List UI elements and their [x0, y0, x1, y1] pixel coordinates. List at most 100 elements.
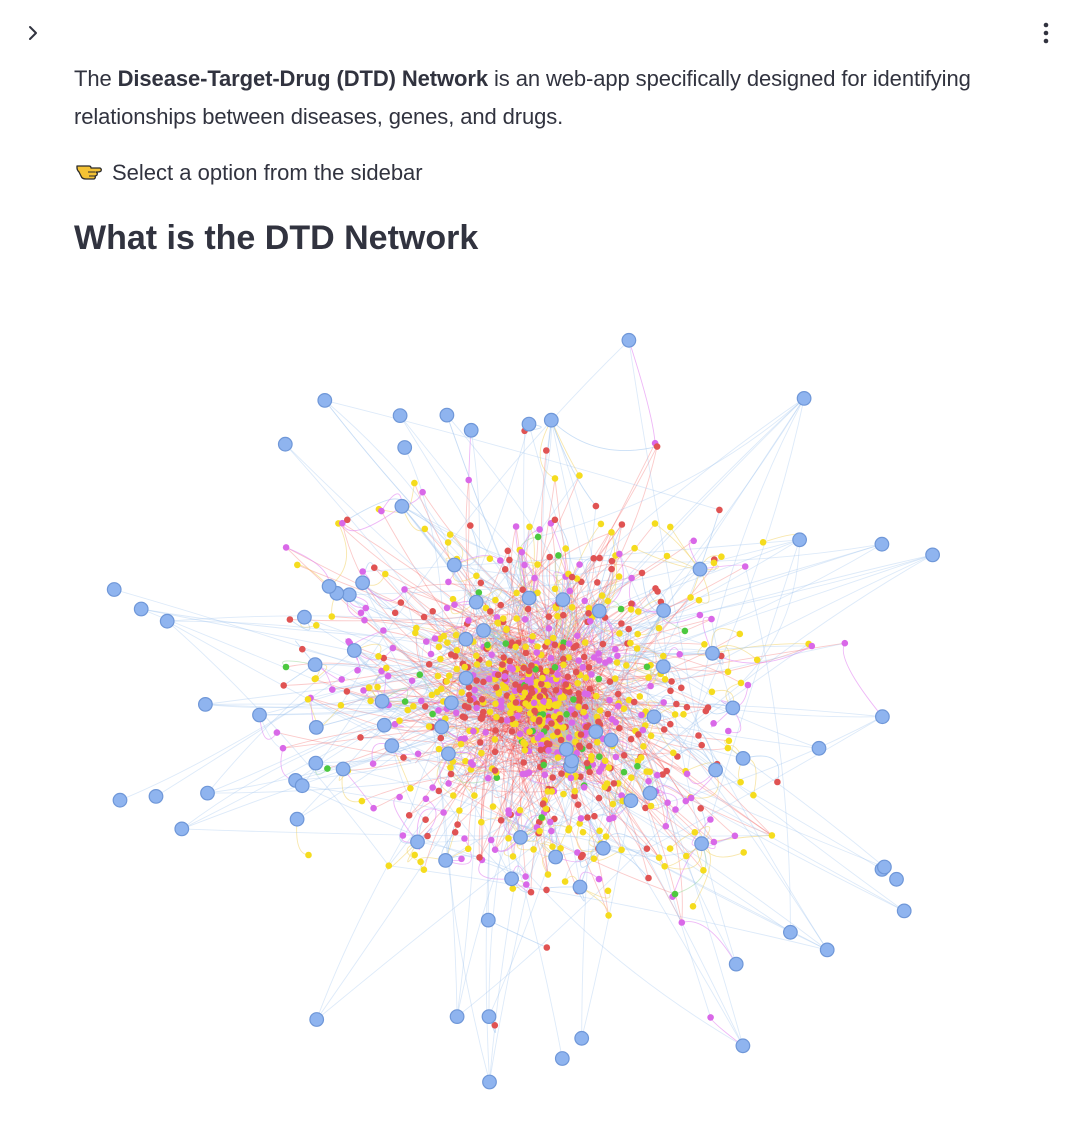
network-node	[604, 597, 612, 605]
network-edge	[589, 620, 713, 655]
network-node	[516, 730, 524, 738]
network-node	[521, 746, 529, 754]
network-node	[581, 690, 589, 697]
network-node	[487, 836, 495, 844]
network-node	[479, 712, 486, 720]
network-node	[808, 642, 816, 650]
network-node	[580, 708, 587, 716]
network-node	[554, 728, 561, 736]
network-edge	[712, 643, 809, 654]
network-hub-node	[877, 859, 892, 875]
network-node	[473, 661, 481, 668]
network-node	[440, 809, 447, 816]
network-edge	[517, 536, 539, 599]
network-node	[599, 640, 607, 648]
network-node	[628, 600, 635, 607]
network-edge	[488, 718, 534, 1017]
network-node	[525, 693, 533, 700]
network-node	[631, 544, 638, 552]
network-node	[536, 827, 543, 835]
network-node	[400, 754, 407, 761]
network-node	[588, 671, 595, 678]
network-node	[550, 713, 558, 720]
network-node	[506, 556, 513, 564]
network-node	[447, 770, 455, 778]
network-edge	[304, 616, 508, 697]
network-node	[633, 645, 641, 652]
network-node	[628, 774, 635, 781]
network-node	[544, 871, 552, 878]
network-node	[625, 625, 632, 633]
network-node	[577, 731, 585, 738]
network-edge	[486, 728, 660, 859]
network-edge	[361, 770, 593, 802]
network-node	[555, 552, 562, 559]
network-node	[543, 667, 550, 675]
network-hub-node	[559, 741, 574, 757]
network-edge	[207, 630, 384, 794]
network-node	[431, 635, 439, 642]
network-node	[595, 875, 603, 883]
network-node	[434, 672, 442, 680]
network-node	[609, 800, 617, 808]
network-node	[369, 760, 377, 767]
network-node	[627, 735, 635, 743]
network-hub-node	[783, 924, 798, 940]
network-edge	[676, 398, 805, 757]
network-edge	[456, 797, 692, 1017]
network-node	[452, 709, 460, 717]
network-edge	[416, 808, 444, 842]
network-edge	[332, 668, 455, 691]
network-edge	[181, 691, 438, 830]
network-node	[494, 671, 502, 679]
network-node	[560, 661, 567, 669]
network-node	[582, 674, 590, 681]
network-edge	[404, 588, 543, 639]
network-node	[551, 585, 559, 593]
network-node	[594, 579, 601, 586]
sidebar-toggle-button[interactable]	[18, 18, 48, 48]
network-edge	[388, 865, 828, 951]
network-node	[495, 690, 503, 697]
network-node	[549, 634, 557, 642]
network-node	[707, 1014, 714, 1021]
network-edge	[207, 698, 534, 794]
network-edge	[388, 645, 474, 677]
network-node	[524, 677, 531, 684]
network-node	[597, 765, 605, 772]
network-edge	[512, 856, 744, 1047]
network-hub-node	[277, 436, 293, 452]
network-edge	[494, 739, 791, 933]
network-node	[279, 744, 287, 752]
network-edge	[501, 570, 773, 836]
network-node	[420, 613, 428, 621]
network-hub-node	[458, 631, 474, 647]
main-menu-button[interactable]	[1031, 18, 1061, 48]
network-node	[513, 589, 520, 597]
network-edge	[460, 743, 495, 789]
network-node	[491, 846, 499, 853]
network-hub-node	[792, 532, 807, 548]
network-node	[428, 691, 436, 699]
network-node	[672, 806, 679, 813]
network-node	[606, 696, 613, 704]
network-node	[687, 594, 694, 601]
network-node	[361, 616, 368, 624]
network-node	[530, 846, 537, 853]
network-node	[700, 867, 707, 874]
network-node	[568, 573, 576, 581]
network-node	[570, 696, 577, 703]
network-hub-node	[307, 657, 323, 673]
network-node	[501, 673, 509, 680]
network-node	[595, 675, 603, 683]
sidebar-hint-text: Select a option from the sidebar	[112, 160, 423, 185]
network-node	[574, 849, 581, 856]
network-node	[498, 704, 505, 711]
network-node	[273, 729, 281, 736]
network-edge	[401, 505, 526, 620]
network-node	[591, 812, 598, 820]
network-node	[512, 643, 519, 651]
network-node	[454, 821, 461, 828]
network-hub-node	[656, 603, 671, 618]
network-node	[478, 818, 485, 826]
